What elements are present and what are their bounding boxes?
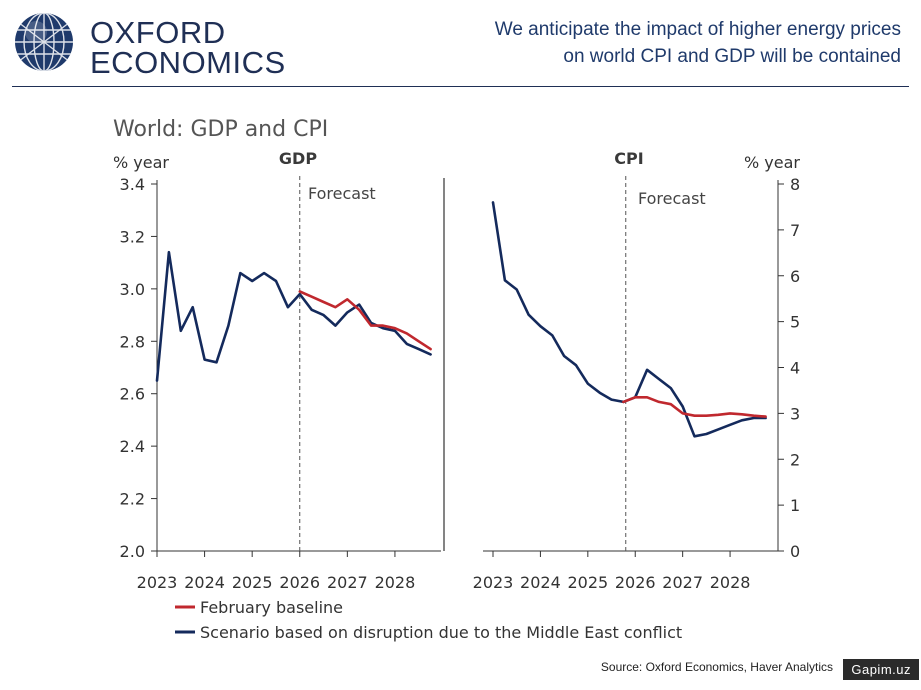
cpi-panel-title: CPI [614, 149, 643, 168]
cpi-x-tick-label: 2026 [615, 573, 656, 592]
logo-line-2: ECONOMICS [90, 45, 286, 80]
headline-line-1: We anticipate the impact of higher energ… [494, 19, 901, 40]
gdp-baseline-line [298, 290, 432, 351]
gdp-y-tick-label: 3.2 [120, 227, 145, 246]
cpi-x-tick-label: 2028 [710, 573, 751, 592]
cpi-x-tick-label: 2024 [520, 573, 561, 592]
cpi-unit-label: % year [744, 153, 800, 172]
cpi-y-tick-label: 4 [790, 359, 800, 378]
legend-label-scenario: Scenario based on disruption due to the … [200, 623, 682, 642]
cpi-forecast-label: Forecast [638, 189, 706, 208]
logo-line-1: OXFORD [90, 15, 226, 50]
gdp-unit-label: % year [113, 153, 169, 172]
cpi-baseline-line [622, 395, 767, 418]
source-note: Source: Oxford Economics, Haver Analytic… [600, 660, 833, 674]
header-divider [12, 86, 909, 87]
watermark-badge: Gapim.uz [843, 659, 919, 680]
cpi-y-tick-label: 1 [790, 496, 800, 515]
cpi-y-tick-label: 0 [790, 542, 800, 561]
chart-title: World: GDP and CPI [113, 117, 328, 142]
gdp-x-tick-label: 2027 [327, 573, 368, 592]
gdp-scenario-line [155, 250, 432, 382]
legend: February baseline Scenario based on disr… [175, 598, 682, 642]
cpi-y-tick-label: 7 [790, 221, 800, 240]
gdp-y-tick-label: 3.0 [120, 280, 145, 299]
cpi-panel: CPI % year Forecast 0 1 2 3 4 5 6 7 8 2023 2024 202… [473, 149, 801, 592]
gdp-x-tick-label: 2023 [137, 573, 178, 592]
gdp-panel: GDP % year Forecast 2.0 2.2 2.4 2.6 2.8 3.0 3.… [113, 149, 441, 592]
cpi-y-tick-label: 8 [790, 175, 800, 194]
cpi-y-tick-label: 5 [790, 313, 800, 332]
gdp-x-tick-label: 2024 [184, 573, 225, 592]
gdp-forecast-label: Forecast [308, 184, 376, 203]
gdp-y-tick-label: 2.6 [120, 385, 145, 404]
cpi-y-tick-label: 6 [790, 267, 800, 286]
gdp-x-tick-label: 2028 [375, 573, 416, 592]
gdp-panel-title: GDP [279, 149, 317, 168]
gdp-y-tick-label: 2.0 [120, 542, 145, 561]
headline-line-2: on world CPI and GDP will be contained [563, 46, 901, 67]
cpi-x-tick-label: 2027 [662, 573, 703, 592]
gdp-x-tick-label: 2026 [279, 573, 320, 592]
cpi-x-tick-label: 2025 [567, 573, 608, 592]
headline: We anticipate the impact of higher energ… [381, 16, 901, 70]
gdp-y-tick-label: 2.4 [120, 437, 145, 456]
cpi-y-tick-label: 3 [790, 404, 800, 423]
gdp-x-tick-label: 2025 [232, 573, 273, 592]
oxford-economics-logo: OXFORD ECONOMICS [12, 10, 285, 78]
gdp-y-tick-label: 2.2 [120, 490, 145, 509]
cpi-scenario-line [491, 201, 767, 438]
globe-icon [15, 13, 73, 71]
cpi-y-tick-label: 2 [790, 450, 800, 469]
header: OXFORD ECONOMICS We anticipate the impac… [0, 0, 921, 88]
cpi-x-tick-label: 2023 [473, 573, 514, 592]
legend-label-baseline: February baseline [200, 598, 343, 617]
logo-wordmark: OXFORD ECONOMICS [90, 15, 286, 80]
gdp-y-tick-label: 2.8 [120, 332, 145, 351]
gdp-y-tick-label: 3.4 [120, 175, 145, 194]
